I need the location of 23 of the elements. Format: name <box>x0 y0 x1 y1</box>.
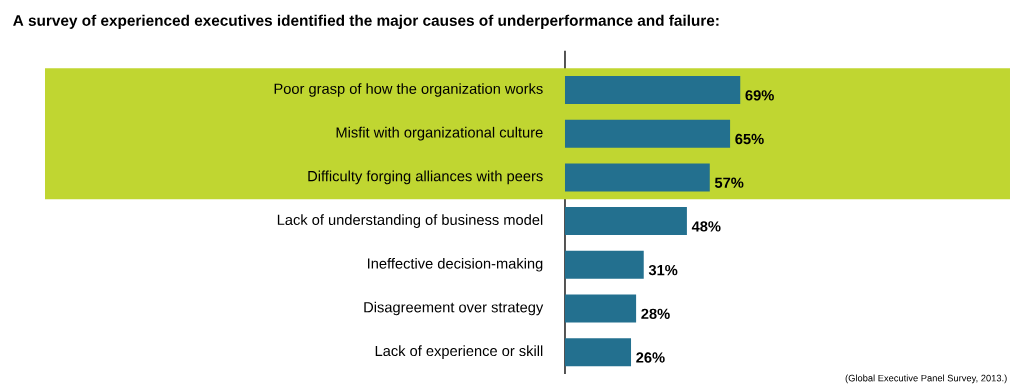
text: A survey of experienced executives identified the major causes of underperformance and failure: <box>13 14 719 29</box>
bar <box>564 207 687 236</box>
bar <box>564 294 637 323</box>
y-tick-label: Disagreement over strategy <box>364 301 544 316</box>
y-tick-label: Difficulty forging alliances with peers <box>308 170 543 185</box>
data-label: 48% <box>691 221 721 232</box>
bar <box>564 76 741 104</box>
y-tick-label: Lack of experience or skill <box>375 345 543 360</box>
y-tick-label: Misfit with organizational culture <box>336 126 543 141</box>
bar <box>564 338 632 367</box>
bar <box>564 250 644 279</box>
y-tick-label: Lack of understanding of business model <box>277 214 543 228</box>
data-label: 69% <box>745 90 774 101</box>
data-label: 65% <box>735 133 764 145</box>
data-label: 28% <box>641 308 670 320</box>
data-label: 26% <box>636 352 665 363</box>
y-tick-label: Poor grasp of how the organization works <box>274 83 543 97</box>
bar <box>564 163 710 192</box>
y-tick-label: Ineffective decision-making <box>368 257 543 272</box>
bar <box>564 119 731 148</box>
text: (Global Executive Panel Survey, 2013.) <box>845 374 1007 384</box>
data-label: 31% <box>648 264 678 276</box>
data-label: 57% <box>714 177 744 188</box>
